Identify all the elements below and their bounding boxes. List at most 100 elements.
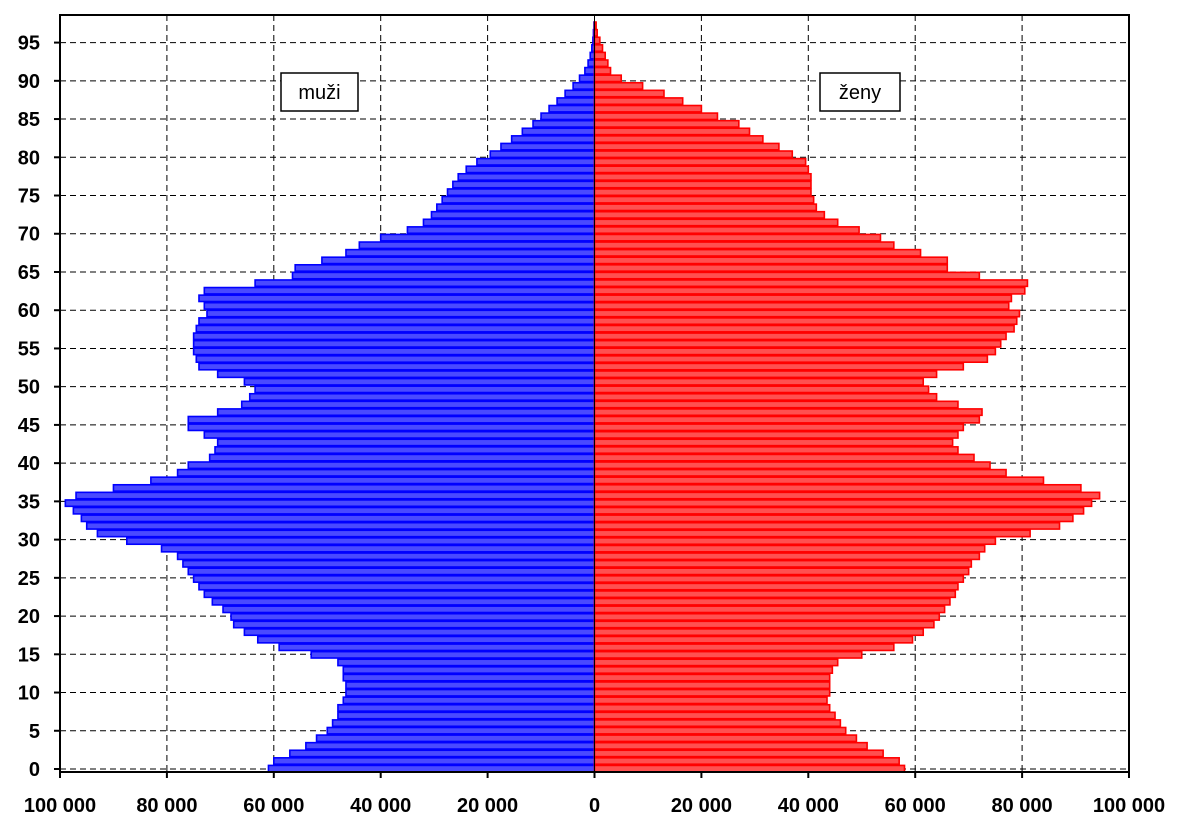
male-bar-age-87 xyxy=(548,104,596,113)
male-bar-age-48 xyxy=(240,400,596,409)
male-bar-age-86 xyxy=(540,112,596,121)
male-bar-age-47 xyxy=(216,408,596,417)
legend-male-label: muži xyxy=(298,82,340,104)
male-bar-age-67 xyxy=(321,256,596,265)
male-bar-age-29 xyxy=(160,544,596,553)
male-bar-age-15 xyxy=(310,650,596,659)
female-bar-age-65 xyxy=(593,271,981,280)
x-tick-label: 60 000 xyxy=(885,795,946,817)
female-bar-age-33 xyxy=(593,514,1074,523)
female-bar-age-82 xyxy=(593,142,780,151)
female-bar-age-43 xyxy=(593,438,954,447)
female-bar-age-77 xyxy=(593,180,812,189)
y-tick-label: 30 xyxy=(18,530,40,552)
female-bar-age-55 xyxy=(593,347,997,356)
y-tick-label: 80 xyxy=(18,147,40,169)
female-bar-age-63 xyxy=(593,286,1026,295)
x-axis: 100 000 80 000 60 000 40 000 20 000 0 20 000 40… xyxy=(24,772,1165,817)
male-bar-age-9 xyxy=(342,696,596,705)
female-bar-age-89 xyxy=(593,89,665,98)
y-tick-label: 25 xyxy=(18,568,40,590)
female-bar-age-40 xyxy=(593,461,991,470)
male-bar-age-72 xyxy=(422,218,596,227)
female-bar-age-13 xyxy=(593,666,834,674)
male-bar-age-28 xyxy=(176,552,596,561)
male-bar-age-64 xyxy=(254,279,596,288)
female-bar-age-44 xyxy=(593,430,959,439)
x-tick-label: 0 xyxy=(589,795,600,817)
male-bar-age-59 xyxy=(198,317,596,326)
female-bar-age-14 xyxy=(593,658,839,667)
male-bar-age-52 xyxy=(216,370,596,379)
male-bar-age-42 xyxy=(214,446,596,455)
male-bar-age-1 xyxy=(272,757,596,766)
female-bar-age-19 xyxy=(593,620,935,629)
y-tick-label: 5 xyxy=(29,721,40,743)
male-bar-age-91 xyxy=(578,74,596,83)
y-tick-label: 0 xyxy=(29,759,40,781)
female-bar-age-8 xyxy=(593,703,831,712)
x-tick-label: 100 000 xyxy=(1093,795,1165,817)
male-bar-age-8 xyxy=(337,703,596,712)
legend-female-box xyxy=(819,72,901,112)
female-bar-age-35 xyxy=(593,499,1093,508)
y-tick-label: 10 xyxy=(18,683,40,705)
male-bar-age-40 xyxy=(187,461,596,470)
female-bar-age-75 xyxy=(593,195,815,204)
male-bar-age-79 xyxy=(465,165,596,174)
female-bar-age-10 xyxy=(593,688,831,697)
male-bar-age-5 xyxy=(326,726,596,735)
female-bar-age-54 xyxy=(593,355,989,364)
male-bar-age-32 xyxy=(85,521,596,530)
female-bar-age-69 xyxy=(593,241,895,250)
male-bar-age-12 xyxy=(342,673,596,682)
female-bar-age-38 xyxy=(593,476,1045,485)
y-tick-label: 55 xyxy=(18,338,40,360)
male-bar-age-31 xyxy=(96,529,596,538)
female-bar-age-60 xyxy=(593,309,1021,318)
male-bar-age-26 xyxy=(187,567,596,576)
female-bar-age-25 xyxy=(593,574,965,583)
female-bar-age-51 xyxy=(593,377,925,386)
female-bar-age-71 xyxy=(593,226,860,235)
female-bar-age-58 xyxy=(593,324,1015,333)
male-bar-age-82 xyxy=(500,142,596,151)
male-bar-age-83 xyxy=(510,135,596,144)
male-bar-age-89 xyxy=(564,89,596,98)
female-bar-age-9 xyxy=(593,696,828,705)
male-bar-age-61 xyxy=(203,301,596,310)
female-bar-age-48 xyxy=(593,400,959,409)
male-bar-age-6 xyxy=(331,719,596,728)
male-bar-age-44 xyxy=(203,430,596,439)
female-bar-age-6 xyxy=(593,719,842,728)
x-tick-label: 80 000 xyxy=(136,795,197,817)
male-bar-age-58 xyxy=(195,324,596,333)
male-bar-age-75 xyxy=(441,195,596,204)
female-bar-age-42 xyxy=(593,446,959,455)
male-bar-age-90 xyxy=(572,81,596,90)
male-bar-age-36 xyxy=(75,491,596,500)
female-bar-age-16 xyxy=(593,643,895,652)
y-tick-label: 20 xyxy=(18,606,40,628)
female-bar-age-23 xyxy=(593,590,957,599)
female-bar-age-62 xyxy=(593,294,1013,303)
male-bar-age-62 xyxy=(198,294,596,303)
female-bar-age-87 xyxy=(593,104,703,113)
female-bar-age-93 xyxy=(593,59,609,68)
female-bar-age-92 xyxy=(593,66,612,75)
female-bar-age-7 xyxy=(593,711,836,720)
female-bar-age-36 xyxy=(593,491,1101,500)
x-tick-label: 80 000 xyxy=(992,795,1053,817)
male-bar-age-24 xyxy=(198,582,596,591)
y-tick-label: 75 xyxy=(18,186,40,208)
female-bar-age-47 xyxy=(593,408,983,417)
female-bar-age-18 xyxy=(593,628,925,637)
female-bar-age-81 xyxy=(593,150,794,159)
female-bar-age-76 xyxy=(593,188,812,197)
female-bar-age-74 xyxy=(593,203,818,212)
male-bar-age-4 xyxy=(315,734,596,743)
male-bar-age-41 xyxy=(208,453,596,462)
y-tick-label: 40 xyxy=(18,453,40,475)
male-bar-age-53 xyxy=(198,362,596,371)
female-bar-age-37 xyxy=(593,483,1082,492)
